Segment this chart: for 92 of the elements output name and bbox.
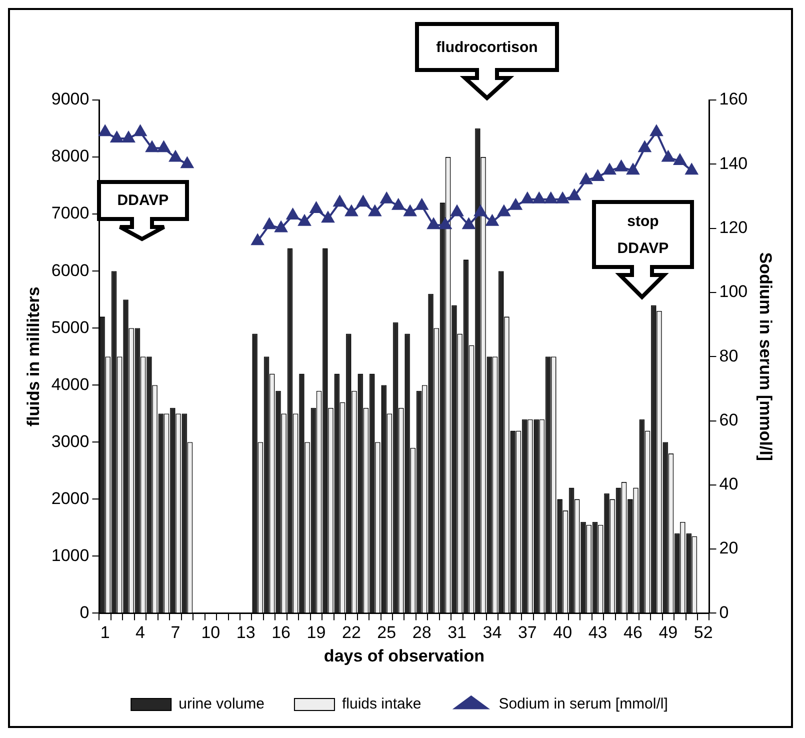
y-tick-label: 8000 bbox=[51, 146, 90, 166]
y2-tick-label: 40 bbox=[719, 474, 738, 494]
legend-label: fluids intake bbox=[342, 696, 422, 713]
point bbox=[392, 198, 405, 210]
x-tick-label: 34 bbox=[482, 623, 502, 642]
point bbox=[638, 141, 651, 152]
point bbox=[674, 154, 686, 165]
point bbox=[274, 221, 288, 232]
point bbox=[110, 131, 124, 142]
x-tick-label: 13 bbox=[236, 623, 256, 642]
x-tick-label: 52 bbox=[694, 623, 713, 642]
y-tick-label: 0 bbox=[80, 602, 90, 622]
x-tick-label: 28 bbox=[412, 623, 432, 642]
y-tick-label: 4000 bbox=[51, 374, 90, 394]
point bbox=[251, 234, 264, 246]
x-tick-label: 16 bbox=[272, 623, 291, 642]
y2-tick-label: 80 bbox=[719, 346, 738, 366]
point bbox=[334, 196, 346, 207]
x-tick-label: 19 bbox=[306, 623, 326, 642]
y2-tick-label: 120 bbox=[719, 218, 748, 237]
annotation: DDAVP bbox=[116, 191, 170, 211]
point bbox=[592, 170, 604, 181]
point bbox=[580, 173, 592, 184]
point bbox=[368, 205, 382, 216]
point bbox=[498, 205, 510, 216]
y2-tick-label: 140 bbox=[719, 154, 748, 173]
point bbox=[486, 214, 498, 226]
x-tick-label: 37 bbox=[518, 623, 537, 642]
point bbox=[603, 164, 616, 175]
y-tick-label: 2000 bbox=[51, 488, 90, 508]
point bbox=[416, 198, 428, 210]
point bbox=[474, 205, 487, 216]
point bbox=[286, 208, 299, 220]
point bbox=[626, 164, 640, 175]
point bbox=[462, 218, 475, 230]
point bbox=[650, 125, 663, 136]
x-tick-label: 22 bbox=[342, 623, 361, 642]
point bbox=[122, 131, 135, 142]
x-tick-label: 1 bbox=[100, 623, 110, 642]
y-tick-label: 1000 bbox=[51, 546, 90, 565]
point bbox=[98, 125, 112, 136]
point bbox=[615, 160, 628, 172]
text: fludrocortison bbox=[435, 38, 539, 58]
x-tick-label: 10 bbox=[201, 623, 220, 642]
point bbox=[181, 157, 194, 168]
point bbox=[380, 192, 393, 204]
point bbox=[439, 218, 452, 230]
legend-label: Sodium in serum [mmol/l] bbox=[498, 696, 668, 713]
y2-tick-label: 20 bbox=[719, 538, 738, 558]
x-tick-label: 40 bbox=[553, 623, 572, 642]
x-tick-label: 49 bbox=[658, 623, 678, 642]
x-tick-label: 7 bbox=[170, 623, 180, 642]
annotation: stop DDAVP bbox=[616, 212, 670, 258]
point bbox=[427, 218, 440, 230]
x-tick-label: 25 bbox=[377, 623, 396, 642]
point bbox=[509, 198, 522, 210]
y-tick-label: 5000 bbox=[51, 318, 90, 337]
y-tick-label: 6000 bbox=[51, 260, 90, 280]
point bbox=[356, 196, 370, 207]
point bbox=[169, 150, 182, 162]
y-tick-label: 3000 bbox=[51, 432, 90, 451]
y2-tick-label: 160 bbox=[719, 90, 748, 109]
point bbox=[556, 192, 569, 204]
point bbox=[263, 218, 276, 230]
y-tick-label: 7000 bbox=[51, 204, 90, 223]
point bbox=[568, 189, 581, 200]
x-tick-label: 43 bbox=[588, 623, 608, 642]
point bbox=[662, 150, 674, 162]
point bbox=[310, 202, 322, 214]
y2-tick-label: 60 bbox=[719, 410, 738, 430]
point bbox=[544, 192, 558, 204]
point bbox=[532, 192, 546, 204]
legend-label: urine volume bbox=[178, 696, 264, 713]
x-tick-label: 4 bbox=[136, 623, 146, 642]
y2-axis-title: Sodium in serum [mmol/l] bbox=[756, 252, 776, 461]
point bbox=[685, 164, 698, 175]
point bbox=[450, 205, 464, 216]
y2-tick-label: 100 bbox=[719, 282, 748, 302]
point bbox=[322, 212, 334, 223]
x-tick-label: 31 bbox=[448, 623, 466, 642]
point bbox=[158, 141, 170, 152]
point bbox=[298, 214, 311, 226]
x-tick-label: 46 bbox=[624, 623, 642, 642]
y-tick-label: 9000 bbox=[51, 90, 90, 109]
point bbox=[345, 205, 358, 216]
x-axis-title: days of observation bbox=[324, 646, 485, 666]
point bbox=[146, 141, 158, 152]
y-axis-title: fluids in mililiters bbox=[24, 286, 43, 427]
point bbox=[404, 205, 416, 216]
point bbox=[521, 192, 534, 204]
point bbox=[134, 125, 146, 136]
y2-tick-label: 0 bbox=[719, 602, 729, 622]
